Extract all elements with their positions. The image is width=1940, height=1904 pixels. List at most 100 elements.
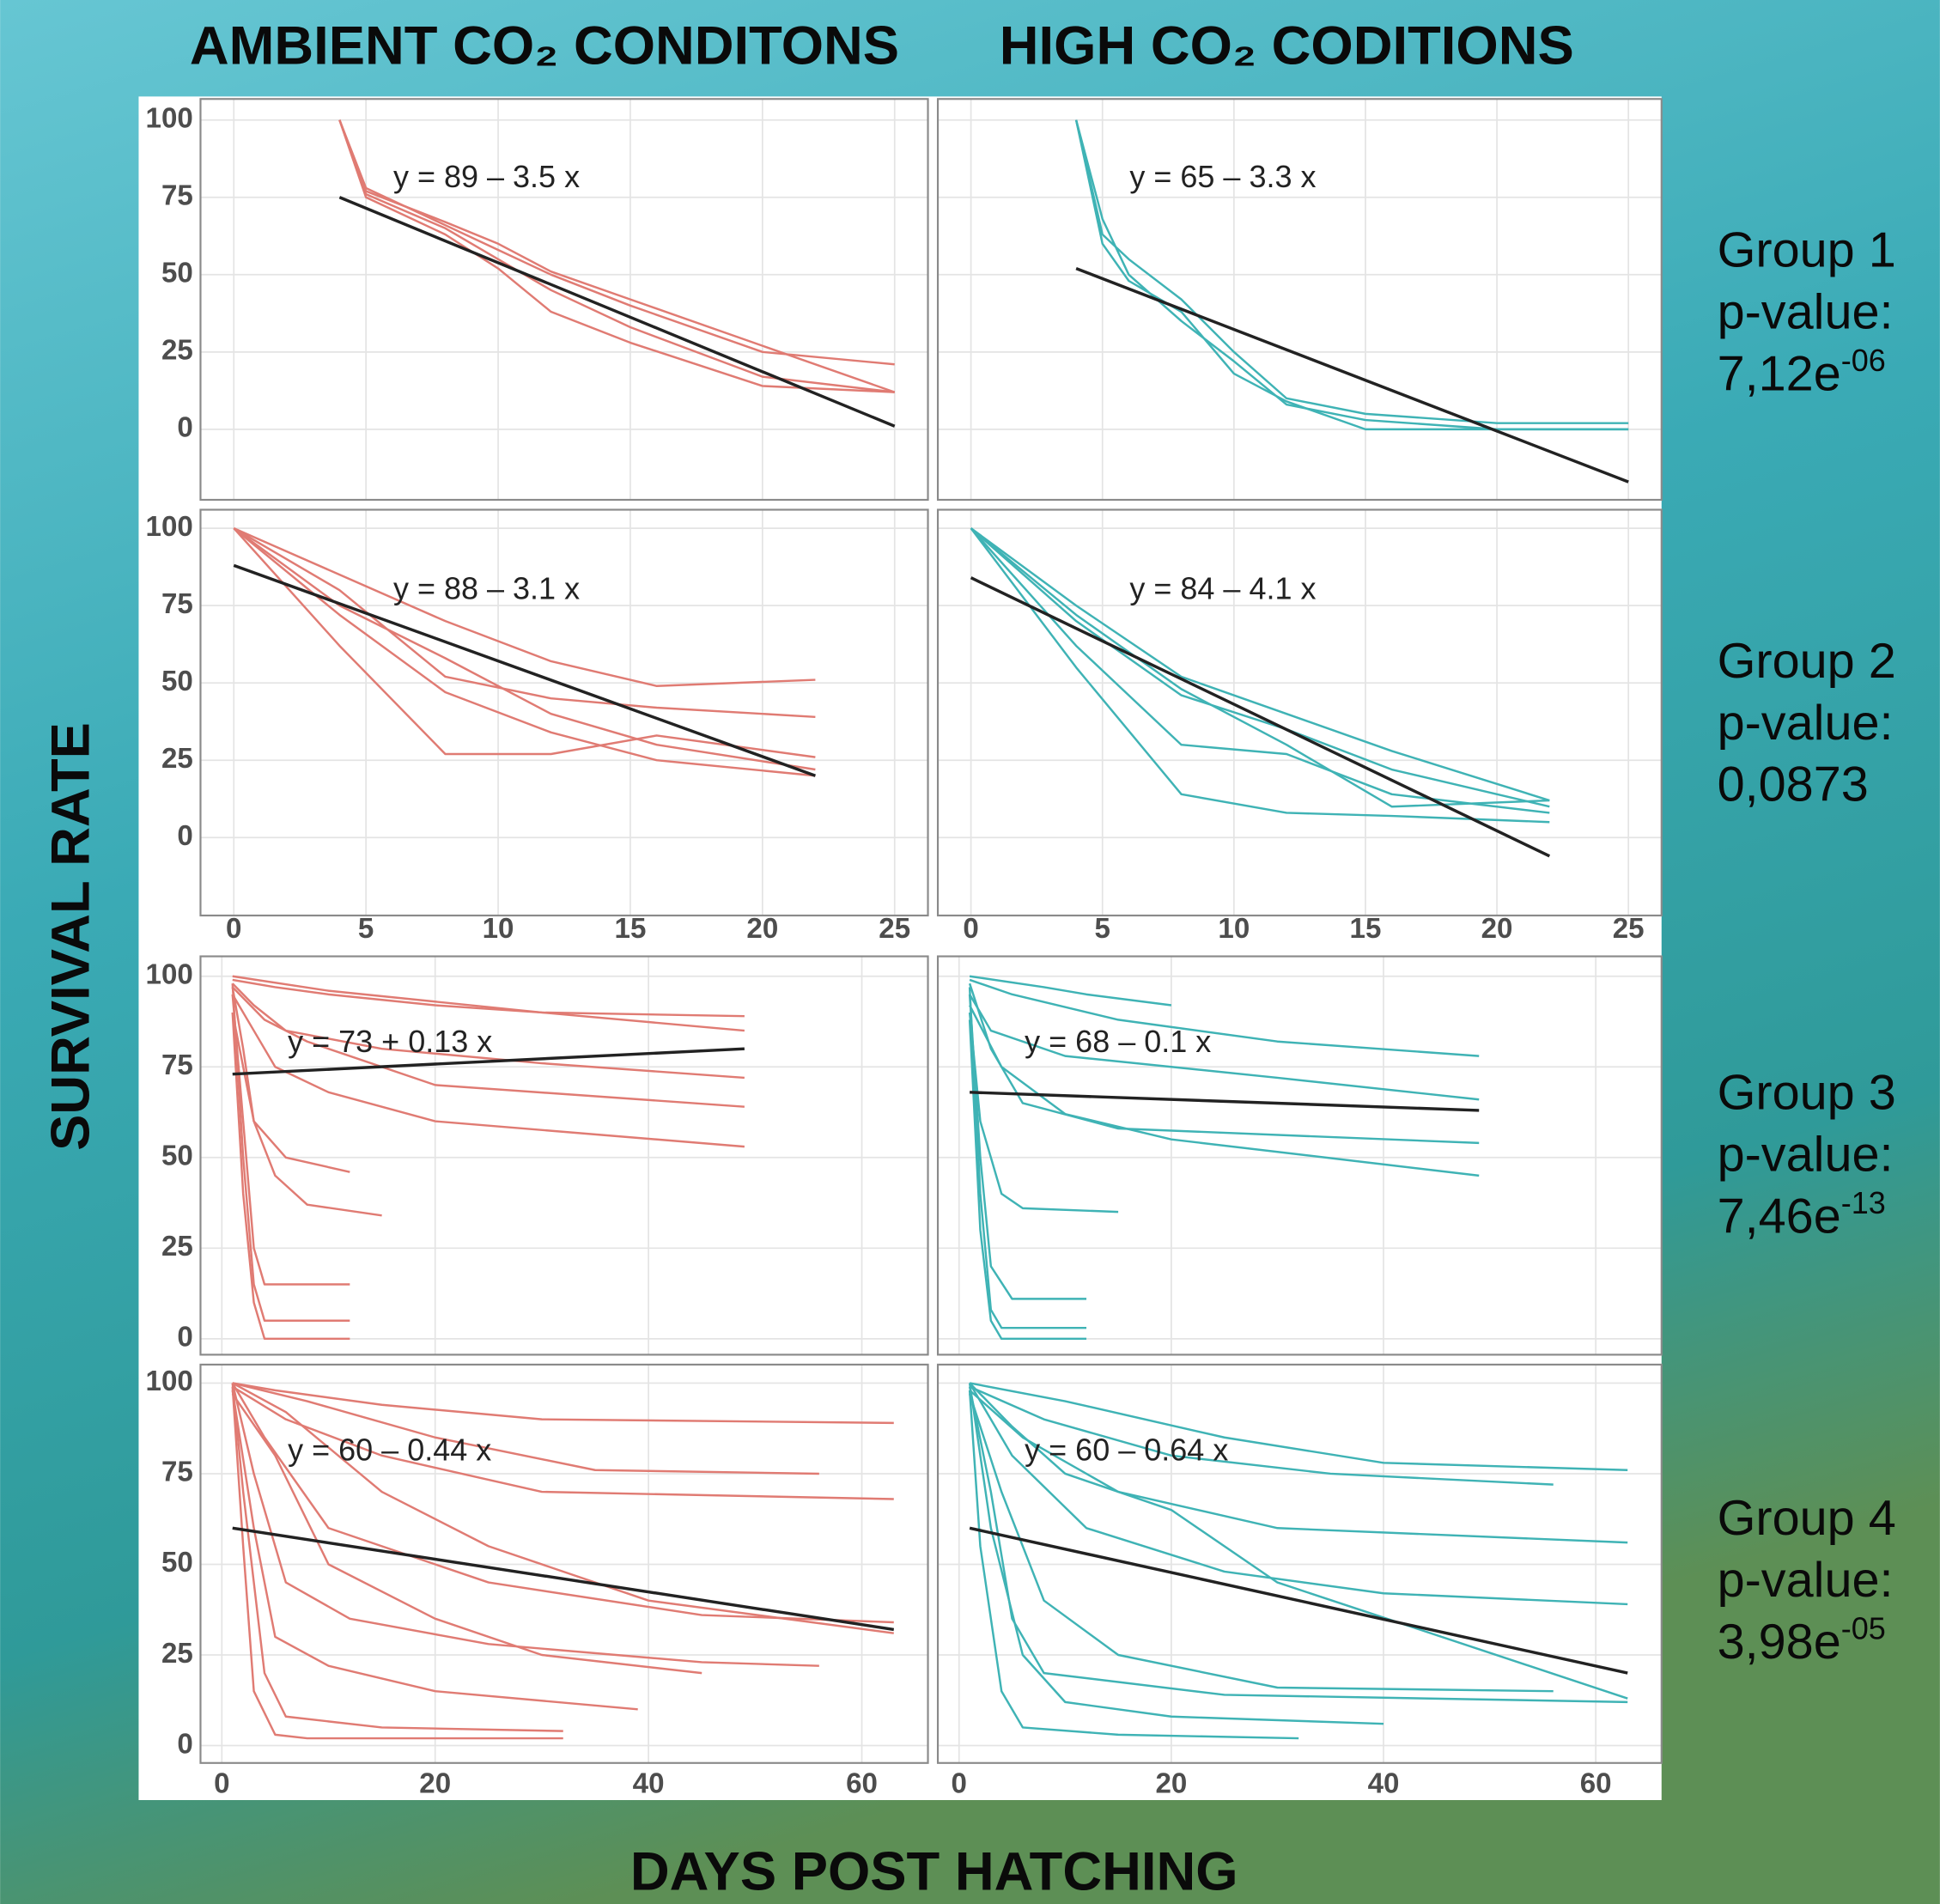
y-tick-label: 100 [146,959,193,991]
survival-line [231,994,745,1148]
survival-line [232,1382,894,1425]
panel [200,509,928,916]
survival-line [232,1382,894,1634]
y-tick-label: 25 [161,743,193,775]
panel-content [938,509,1662,916]
panel [938,99,1662,500]
panel [200,956,928,1355]
y-tick-label: 0 [177,1322,192,1353]
p-value-exponent: -06 [1841,343,1886,378]
x-tick-label: 40 [1368,1767,1400,1799]
survival-line [231,1012,382,1217]
regression-line [970,576,1551,858]
survival-line [233,526,816,688]
panel-content [200,1364,928,1763]
survival-line [970,527,1550,814]
regression-line [233,563,816,777]
survival-line [231,983,350,1322]
survival-line [232,1385,894,1500]
panel-border [199,1363,929,1764]
p-value: 7,46e-13 [1718,1185,1886,1244]
survival-line [970,527,1550,808]
survival-line [1074,119,1629,424]
y-tick-label: 100 [146,1366,193,1397]
p-value: 0,0873 [1718,757,1869,812]
survival-line [231,1012,350,1341]
equation: y = 60 – 0.64 x [1025,1432,1228,1467]
p-value-exponent: -05 [1841,1610,1886,1645]
x-tick-label: 40 [633,1767,665,1799]
survival-line [231,1390,638,1711]
y-tick-label: 0 [177,412,192,444]
y-tick-label: 25 [161,335,193,367]
panel-border [199,98,929,502]
survival-line [970,527,1550,802]
survival-line [968,1386,1628,1704]
x-tick-label: 20 [1481,913,1513,945]
x-tick-label: 15 [1350,913,1382,945]
y-tick-label: 0 [177,1728,192,1760]
survival-line [969,975,1172,1007]
y-tick-label: 100 [146,102,193,134]
regression-line [232,1047,745,1076]
survival-line [969,1382,1628,1606]
x-tick-label: 25 [1613,913,1645,945]
survival-line [338,119,895,366]
panel-border [199,508,929,917]
x-tick-label: 5 [358,913,374,945]
panel-content [938,99,1662,500]
panel-border [936,98,1663,502]
p-value-base: 7,46e [1718,1189,1841,1244]
y-tick-label: 50 [161,666,193,697]
p-value: 7,12e-06 [1718,343,1886,402]
survival-line [968,1390,1299,1740]
survival-line [231,1393,702,1675]
y-tick-label: 25 [161,1638,193,1670]
survival-line [969,1382,1628,1700]
column-title: AMBIENT CO₂ CONDITONS [190,15,899,76]
y-tick-label: 75 [161,1049,193,1081]
group-name: Group 4 [1718,1491,1896,1546]
panel-content [938,956,1662,1355]
p-value-base: 0,0873 [1718,757,1869,812]
y-axis-label: SURVIVAL RATE [40,722,100,1151]
x-tick-label: 20 [746,913,778,945]
panel-content [200,509,928,916]
survival-line [231,982,745,1080]
p-label: p-value: [1718,285,1894,340]
equation: y = 73 + 0.13 x [288,1024,492,1059]
survival-line [233,527,816,719]
regression-line [970,1091,1480,1112]
survival-line [968,987,1087,1329]
p-label: p-value: [1718,696,1894,751]
panel-content [200,956,928,1355]
survival-line [968,1393,1554,1693]
survival-line [969,978,1480,1057]
y-tick-label: 100 [146,511,193,543]
survival-line [968,1019,1087,1341]
panel-border [936,1363,1663,1764]
regression-line [232,1526,895,1632]
x-tick-label: 10 [483,913,514,945]
y-tick-label: 50 [161,1141,193,1172]
survival-line [231,986,745,1108]
survival-line [338,119,895,393]
survival-line [970,527,1550,808]
p-value-exponent: -13 [1841,1185,1886,1220]
survival-line [1074,119,1629,431]
survival-line [968,1012,1119,1214]
y-tick-label: 50 [161,1547,193,1579]
survival-line [969,1385,1554,1486]
panel-border [936,508,1663,917]
regression-line [338,196,896,428]
regression-line [969,1526,1628,1675]
x-tick-label: 5 [1095,913,1110,945]
survival-line [232,975,745,1032]
survival-line [968,994,1087,1300]
y-tick-label: 75 [161,180,193,212]
survival-line [231,1386,563,1740]
x-tick-label: 25 [879,913,910,945]
equation: y = 84 – 4.1 x [1129,571,1316,606]
panel [200,99,928,500]
